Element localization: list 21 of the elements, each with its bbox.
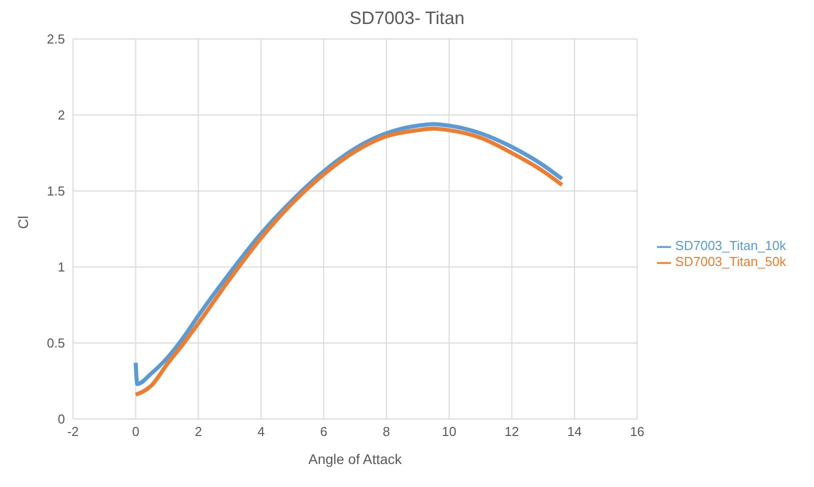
y-tick-label: 0 [58, 412, 65, 427]
legend-label: SD7003_Titan_50k [675, 254, 786, 269]
y-tick-label: 1 [58, 260, 65, 275]
x-tick-label: 0 [132, 424, 140, 440]
chart-title: SD7003- Titan [348, 8, 466, 29]
x-tick-label: 10 [442, 424, 456, 440]
y-axis-title: Cl [14, 216, 31, 229]
x-tick-label: -2 [67, 424, 79, 440]
x-tick-label: 14 [567, 424, 582, 440]
x-tick-label: 2 [194, 424, 202, 440]
x-tick-label: 16 [630, 424, 644, 440]
x-axis-title: Angle of Attack [308, 451, 403, 467]
y-tick-label: 2 [58, 108, 65, 123]
y-tick-label: 2.5 [46, 32, 65, 47]
x-tick-label: 8 [382, 424, 390, 440]
y-tick-label: 0.5 [46, 336, 65, 351]
legend-label: SD7003_Titan_10k [675, 238, 786, 254]
x-tick-label: 6 [320, 424, 328, 440]
x-tick-label: 4 [257, 424, 265, 440]
y-tick-label: 1.5 [46, 184, 65, 199]
x-tick-label: 12 [504, 424, 520, 440]
